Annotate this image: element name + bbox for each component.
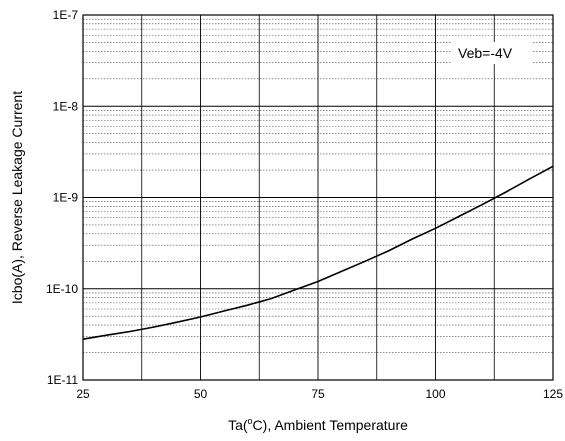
x-axis-title-prefix: Ta( bbox=[228, 417, 248, 433]
annotation-background bbox=[452, 42, 532, 64]
x-tick-label: 100 bbox=[425, 387, 445, 401]
annotation-group: Veb=-4V bbox=[452, 42, 532, 64]
grid bbox=[82, 14, 554, 381]
x-tick-label: 75 bbox=[311, 387, 325, 401]
y-tick-label: 1E-10 bbox=[46, 282, 78, 296]
y-tick-label: 1E-7 bbox=[53, 8, 79, 22]
y-tick-label: 1E-8 bbox=[53, 99, 79, 113]
x-axis-title-suffix: C), Ambient Temperature bbox=[253, 417, 409, 433]
plot-frame bbox=[82, 14, 554, 381]
y-axis-title: Icbo(A), Reverse Leakage Current bbox=[9, 91, 25, 304]
x-axis-title-degree-sup: o bbox=[248, 416, 253, 426]
leakage-current-series-line bbox=[82, 165, 554, 340]
tick-labels: 25 50 75 100 125 1E-11 1E-10 1E-9 1E-8 1E-7 bbox=[46, 8, 563, 401]
y-tick-label: 1E-9 bbox=[53, 191, 79, 205]
x-tick-label: 125 bbox=[543, 387, 563, 401]
x-axis-title: Ta(oC), Ambient Temperature bbox=[228, 416, 408, 433]
x-tick-label: 25 bbox=[76, 387, 90, 401]
bias-condition-label: Veb=-4V bbox=[458, 45, 513, 61]
x-tick-label: 50 bbox=[194, 387, 208, 401]
y-tick-label: 1E-11 bbox=[47, 373, 78, 387]
